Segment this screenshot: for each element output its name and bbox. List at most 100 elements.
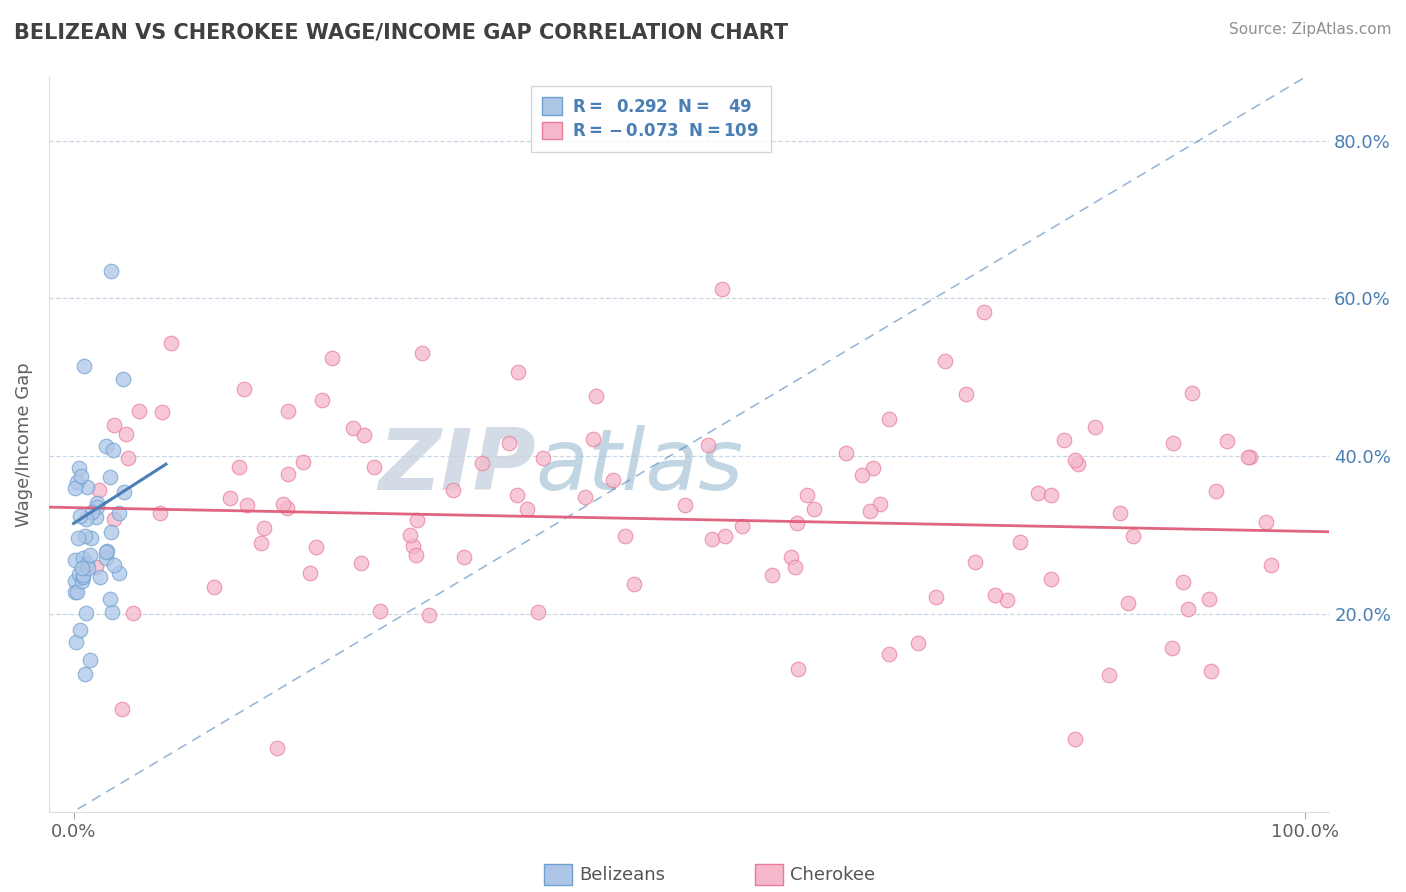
Point [160, 335, 183, 350]
Point [368, 604, 391, 618]
Point [75, 512, 97, 526]
Point [250, 536, 273, 550]
Text: Belizeans: Belizeans [579, 866, 665, 884]
Point [1163, 436, 1185, 450]
Text: Cherokee: Cherokee [790, 866, 876, 884]
Point [363, 459, 385, 474]
Point [1181, 386, 1204, 401]
Point [98, 469, 121, 483]
Point [94, 545, 117, 559]
Point [1008, 534, 1031, 549]
Point [80, 532, 103, 546]
Point [202, 580, 225, 594]
Point [1256, 515, 1278, 529]
Point [321, 351, 343, 365]
Point [877, 647, 900, 661]
Point [77, 561, 100, 575]
Point [869, 497, 891, 511]
Point [70, 574, 93, 589]
Point [103, 558, 125, 573]
Point [79, 548, 101, 562]
Point [84, 510, 107, 524]
Point [72, 550, 94, 565]
Point [103, 512, 125, 526]
Text: Source: ZipAtlas.com: Source: ZipAtlas.com [1229, 22, 1392, 37]
Point [75, 529, 97, 543]
Point [779, 549, 801, 564]
Point [965, 555, 987, 569]
Point [66, 475, 89, 490]
Point [266, 741, 288, 756]
Point [87, 483, 110, 498]
Point [862, 460, 884, 475]
Point [1239, 450, 1261, 464]
Point [1205, 483, 1227, 498]
Point [1237, 450, 1260, 465]
Point [786, 516, 808, 530]
Point [1109, 506, 1132, 520]
Point [117, 451, 139, 466]
Point [84, 559, 107, 574]
Point [1177, 601, 1199, 615]
Point [1171, 574, 1194, 589]
Point [1026, 486, 1049, 500]
Point [402, 539, 425, 553]
Point [1198, 591, 1220, 606]
Point [101, 605, 124, 619]
Point [63, 574, 86, 589]
Point [506, 488, 529, 502]
Point [108, 566, 131, 580]
Point [277, 467, 299, 481]
Point [406, 513, 429, 527]
Point [150, 405, 173, 419]
Point [66, 531, 89, 545]
Point [506, 365, 529, 379]
Point [94, 439, 117, 453]
Point [1216, 434, 1239, 448]
Point [761, 567, 783, 582]
Point [72, 568, 94, 582]
Point [1039, 488, 1062, 502]
Point [418, 607, 440, 622]
Point [803, 501, 825, 516]
Point [877, 412, 900, 426]
Point [107, 506, 129, 520]
Point [955, 387, 977, 401]
Point [100, 264, 122, 278]
Point [76, 480, 98, 494]
Point [1067, 457, 1090, 471]
Point [973, 305, 995, 319]
Point [531, 450, 554, 465]
Point [1260, 558, 1282, 573]
Text: ZIP: ZIP [378, 425, 536, 508]
Point [405, 548, 427, 562]
Point [350, 556, 373, 570]
Point [253, 521, 276, 535]
Point [299, 566, 322, 580]
Point [1063, 453, 1085, 467]
Point [602, 473, 624, 487]
Point [276, 500, 298, 515]
Point [103, 417, 125, 432]
Point [115, 427, 138, 442]
Point [86, 495, 108, 509]
Point [94, 550, 117, 565]
Point [983, 588, 1005, 602]
Point [98, 592, 121, 607]
Point [75, 606, 97, 620]
Point [1160, 640, 1182, 655]
Point [112, 372, 135, 386]
Point [697, 438, 720, 452]
Point [235, 498, 257, 512]
Text: BELIZEAN VS CHEROKEE WAGE/INCOME GAP CORRELATION CHART: BELIZEAN VS CHEROKEE WAGE/INCOME GAP COR… [14, 22, 789, 42]
Legend: $\mathbf{R =\ \ 0.292\ \ N =\ \ \ 49}$, $\mathbf{R = -0.073\ \ N = 109}$: $\mathbf{R =\ \ 0.292\ \ N =\ \ \ 49}$, … [530, 86, 770, 153]
Point [1098, 668, 1121, 682]
Point [441, 483, 464, 497]
Point [63, 552, 86, 566]
Point [63, 482, 86, 496]
Point [498, 435, 520, 450]
Point [411, 346, 433, 360]
Point [851, 467, 873, 482]
Point [453, 550, 475, 565]
Point [613, 529, 636, 543]
